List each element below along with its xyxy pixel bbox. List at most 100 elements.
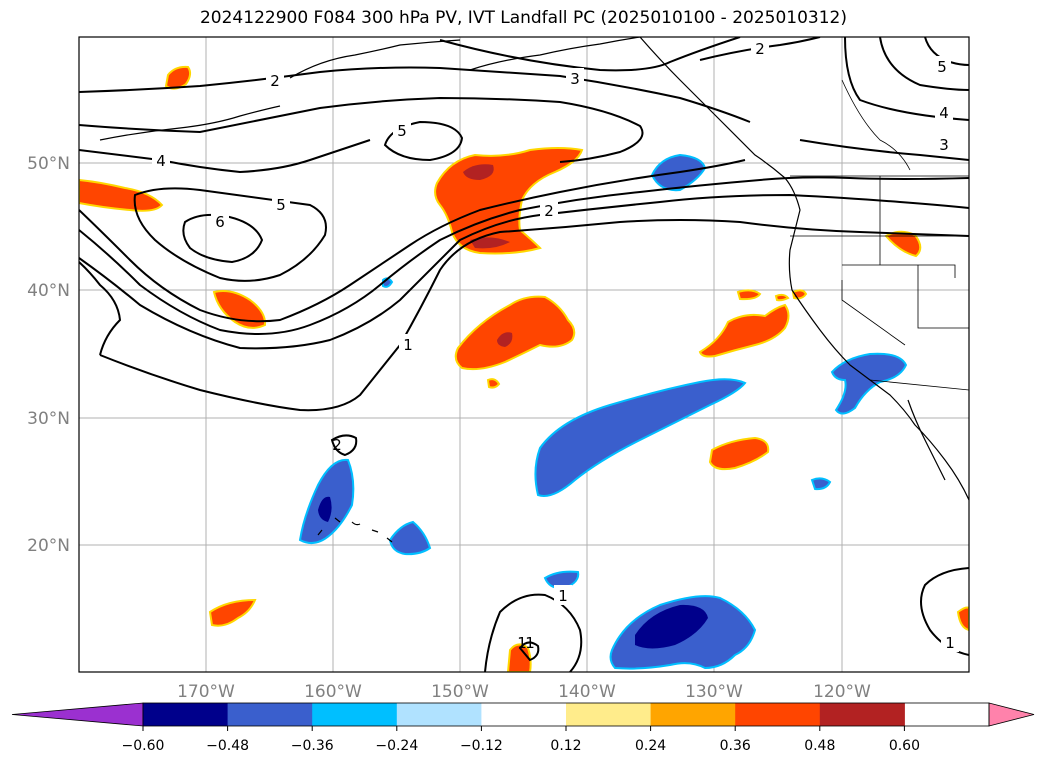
positive-pc-shading [79,65,969,672]
colorbar-tick-label: 0.36 [720,738,751,754]
contour-label: 1 [403,336,413,354]
north-america-coast [639,37,969,501]
pos-blob [736,289,762,301]
pos-blob [79,178,164,212]
contour-label: 2 [544,202,554,220]
contour-line [79,159,746,323]
contour-labels: 2 3 5 4 3 5 4 6 5 2 1 1 1 1 2 2 1 [152,38,959,652]
lon-label-160w: 160°W [304,682,362,702]
contour-label: 2 [332,436,342,454]
pv-contours [79,37,969,672]
contour-line [79,66,751,123]
colorbar-tick-label: −0.48 [206,738,249,754]
colorbar-tick-label: 0.24 [635,738,666,754]
contour-label: 5 [397,122,407,140]
colorbar-extend-min [11,702,144,727]
hawaii-islands [317,517,393,543]
lat-label-30n: 30°N [27,409,70,429]
pos-core [463,164,494,180]
pos-blob [774,293,790,302]
colorbar-segment [312,703,398,726]
neg-blob [543,570,580,590]
contour-label: 2 [270,72,280,90]
pos-blob [884,230,922,258]
contour-line [799,139,969,161]
state-border [842,264,956,278]
lon-label-130w: 130°W [685,682,743,702]
longitude-labels: 170°W 160°W 150°W 140°W 130°W 120°W [177,682,871,702]
political-borders [790,79,969,391]
alaska-coast [289,37,641,79]
contour-line [518,641,540,662]
colorbar-segment [396,703,482,726]
plot-frame [78,36,970,673]
pos-blob [506,643,532,672]
strong-negative-cores [318,496,708,649]
lat-label-40n: 40°N [27,281,70,301]
contour-line [79,261,122,356]
baja-coast [907,399,946,481]
colorbar-segment [481,703,567,726]
neg-core [635,604,708,649]
colorbar-extend-max [988,702,1035,727]
colorbar-tick-label: 0.60 [889,738,920,754]
contour-label: 1 [517,634,527,652]
colorbar-tick-label: 0.12 [550,738,581,754]
lon-label-120w: 120°W [813,682,871,702]
contour-label: 3 [570,70,580,88]
aleutian-chain [99,105,281,141]
colorbar-tick-label: −0.12 [460,738,503,754]
neg-blob [830,352,908,415]
colorbar-segment [566,703,652,726]
contour-line [133,187,327,282]
us-mexico-border [869,379,969,391]
coastlines [99,37,969,543]
contour-line [99,219,969,412]
lon-label-150w: 150°W [431,682,489,702]
plot-area [79,37,969,672]
neg-blob [388,520,432,556]
contour-label: 6 [215,213,225,231]
contour-line [844,37,969,121]
strong-positive-cores [463,164,513,347]
neg-core [318,496,332,522]
pos-blob [212,290,267,329]
colorbar: −0.60 −0.48 −0.36 −0.24 −0.12 0.12 0.24 0.36 0.4… [11,702,1035,754]
ca-nv-border [841,280,906,346]
colorbar-tick-label: −0.60 [122,738,165,754]
pos-blob [956,606,969,632]
pos-blob [208,598,257,627]
contour-label: 2 [755,40,765,58]
map-title: 2024122900 F084 300 hPa PV, IVT Landfall… [199,8,847,28]
lat-label-20n: 20°N [27,536,70,556]
contour-line [330,434,358,457]
neg-blob [534,378,747,497]
contour-line [79,176,969,335]
lon-label-140w: 140°W [558,682,616,702]
canada-border [841,79,911,171]
contour-line [699,37,821,61]
colorbar-segment [735,703,821,726]
contour-label: 5 [276,196,286,214]
contour-line [439,37,741,72]
pos-core [497,332,513,347]
pos-blob [486,378,501,389]
contour-line [79,193,969,350]
neg-blob [810,477,832,491]
pos-blob [698,303,790,358]
contour-label: 1 [525,634,535,652]
contour-line [879,37,969,91]
contour-line [79,96,644,163]
contour-label: 3 [939,136,949,154]
colorbar-segment [650,703,736,726]
colorbar-segment [143,703,229,726]
contour-line [484,593,583,672]
pos-core [470,237,510,249]
colorbar-tick-label: −0.36 [291,738,334,754]
contour-label: 1 [945,634,955,652]
colorbar-segment [819,703,905,726]
contour-line [79,139,371,174]
pos-blob [708,436,770,471]
colorbar-tick-label: −0.24 [375,738,418,754]
